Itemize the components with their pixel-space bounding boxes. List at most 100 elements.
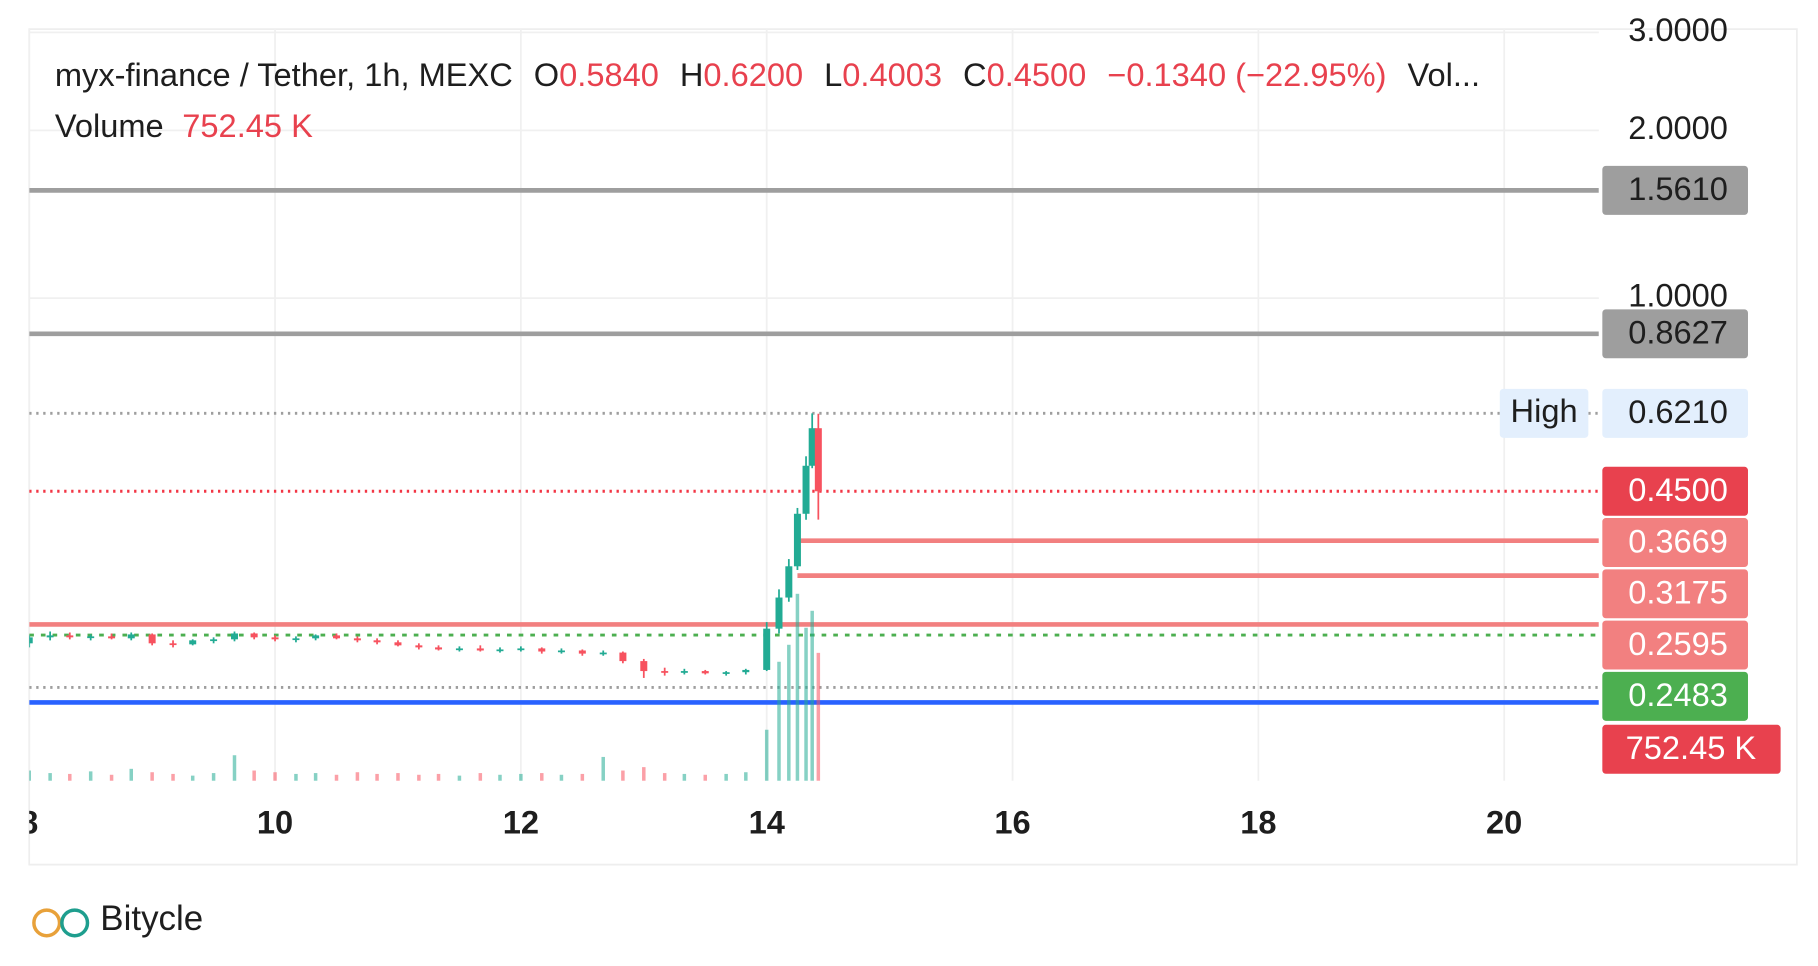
- ohlc-value: 0.5840: [559, 56, 659, 93]
- candle-body: [189, 640, 197, 645]
- volume-bar: [816, 652, 821, 781]
- level-name: High: [1511, 392, 1578, 429]
- ohlc-key: O: [534, 56, 559, 93]
- volume-bar: [457, 775, 462, 781]
- plot-area: [29, 188, 1599, 781]
- price-label: 0.4500: [1628, 471, 1728, 508]
- volume-bar: [150, 772, 154, 781]
- volume-bar: [601, 756, 605, 781]
- volume-bar: [764, 729, 769, 781]
- candle-body: [394, 642, 402, 646]
- price-label-box: [1602, 620, 1748, 670]
- volume-bar: [355, 772, 360, 781]
- ohlc-value: 0.6200: [703, 56, 803, 93]
- volume-bar: [313, 773, 318, 781]
- volume-bar: [744, 772, 748, 781]
- x-tick-label: 20: [1486, 804, 1522, 841]
- y-tick-label: 3.0000: [1628, 11, 1728, 48]
- volume-bar: [559, 774, 564, 781]
- candle-body: [66, 635, 74, 638]
- candle-body: [373, 640, 381, 643]
- candle-body: [250, 633, 258, 638]
- volume-bar: [48, 773, 52, 781]
- symbol-title: myx-finance / Tether, 1h, MEXC: [55, 56, 513, 93]
- candle-body: [599, 652, 607, 655]
- x-tick-label: 18: [1240, 804, 1276, 841]
- volume-bar: [498, 774, 502, 781]
- volume-bar: [190, 775, 195, 781]
- volume-bar: [519, 773, 523, 781]
- volume-bar: [777, 661, 781, 781]
- candle-body: [578, 650, 586, 654]
- volume-bar: [436, 773, 441, 781]
- price-label-box: [1602, 518, 1748, 568]
- volume-bar: [804, 627, 808, 781]
- price-label: 0.3175: [1628, 574, 1728, 611]
- legend-more: Vol...: [1407, 56, 1480, 93]
- volume-bar: [68, 773, 72, 781]
- ohlc-value: 0.4003: [842, 56, 942, 93]
- price-label-box: [1602, 309, 1748, 359]
- candle-body: [619, 652, 627, 662]
- price-label: 0.3669: [1628, 522, 1728, 559]
- ohlc-value: 0.4500: [987, 56, 1087, 93]
- price-scale: 1.0000 2.0000 3.0000 1.5610 0.8627 0.6210 High…: [1499, 11, 1781, 774]
- candle-body: [640, 661, 648, 672]
- price-label-box: [1602, 165, 1748, 215]
- candle-body: [169, 643, 177, 646]
- candle-body: [557, 650, 565, 653]
- volume-bar: [334, 774, 339, 781]
- candle-body: [230, 633, 238, 640]
- legend-line: myx-finance / Tether, 1h, MEXC O0.5840 H0.…: [55, 56, 1480, 93]
- candle-body: [680, 671, 688, 673]
- price-label: 1.5610: [1628, 170, 1728, 207]
- candle-body: [793, 513, 801, 567]
- volume-bar: [171, 773, 175, 781]
- candle-body: [538, 648, 546, 652]
- volume-bar: [129, 768, 133, 781]
- volume-bar: [795, 593, 800, 781]
- candle-body: [802, 465, 810, 514]
- candle-body: [271, 637, 279, 640]
- brand-name: Bitycle: [100, 899, 203, 938]
- chart-frame: [28, 28, 1798, 866]
- volume-bar: [88, 771, 93, 781]
- candle-body: [661, 671, 669, 673]
- price-label-box: [1602, 671, 1748, 721]
- volume-bar: [642, 767, 646, 781]
- volume-bar: [580, 773, 585, 781]
- volume-bar: [662, 773, 667, 781]
- volume-bar: [810, 610, 814, 781]
- x-tick-label: 12: [503, 804, 539, 841]
- candle-body: [46, 635, 54, 638]
- price-label-box: [1602, 466, 1748, 516]
- volume-title: Volume: [55, 107, 164, 144]
- x-tick-label: 16: [994, 804, 1030, 841]
- volume-bar: [232, 755, 237, 781]
- candle-body: [210, 639, 218, 642]
- candle-body: [435, 647, 443, 650]
- volume-bar: [417, 774, 421, 781]
- candle-body: [127, 634, 135, 639]
- volume-bar: [375, 773, 379, 781]
- volume-bar: [703, 774, 708, 781]
- volume-bar: [211, 773, 216, 781]
- volume-label-box: [1602, 724, 1781, 774]
- x-tick-label: 10: [257, 804, 293, 841]
- candle-body: [763, 628, 771, 670]
- x-tick-label: 8: [20, 804, 38, 841]
- candle-body: [476, 648, 484, 651]
- candle-body: [148, 634, 156, 644]
- volume-value: 752.45 K: [182, 107, 313, 144]
- price-label: 0.2595: [1628, 625, 1728, 662]
- candle-body: [775, 597, 783, 629]
- candle-body: [814, 428, 822, 492]
- y-tick-label: 1.0000: [1628, 277, 1728, 314]
- candle-body: [785, 566, 793, 598]
- candle-body: [87, 636, 95, 639]
- volume-bar: [478, 773, 483, 781]
- ohlc-key: H: [680, 56, 704, 93]
- candle-body: [701, 671, 709, 674]
